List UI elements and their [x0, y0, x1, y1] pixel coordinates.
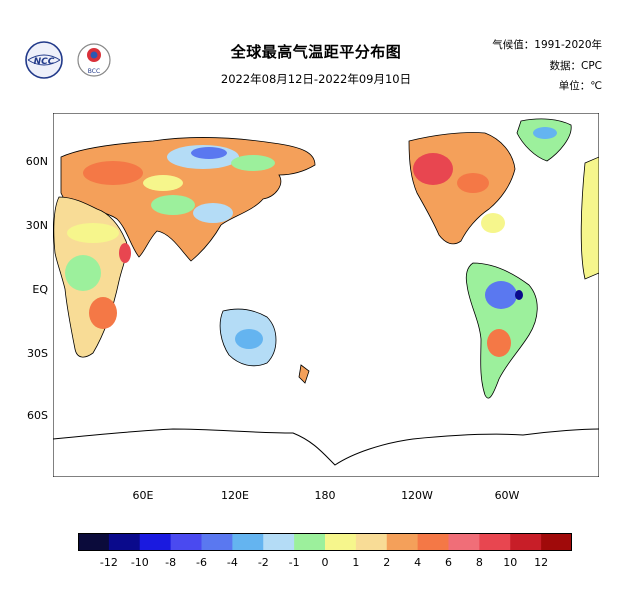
legend-tick-label: 2 [383, 556, 391, 569]
legend-tick-label: -8 [165, 556, 177, 569]
legend-tick-label: -1 [288, 556, 300, 569]
legend-swatch [541, 533, 572, 551]
lat-label-eq: EQ [32, 283, 48, 296]
ncc-logo-text: NCC [34, 57, 55, 67]
legend-colorbar [78, 533, 572, 551]
lon-label-60w: 60W [494, 489, 520, 502]
data-source: 数据：CPC [549, 60, 603, 72]
bcc-logo: BCC [77, 43, 111, 77]
legend-swatch [170, 533, 203, 551]
legend-frame [78, 533, 572, 551]
legend-swatch [510, 533, 542, 551]
legend-swatch [139, 533, 172, 551]
climate-period: 气候值：1991-2020年 [492, 39, 602, 51]
legend-tick-label: 6 [445, 556, 452, 569]
lon-label-60e: 60E [132, 489, 154, 502]
unit-label: 单位：℃ [558, 80, 602, 92]
eastern-hemisphere-anomalies [65, 145, 275, 349]
legend-swatch [294, 533, 326, 551]
legend-swatch [386, 533, 419, 551]
legend-tick-label: 4 [414, 556, 422, 569]
legend-tick-label: 12 [534, 556, 549, 569]
legend-tick-label: 8 [475, 556, 483, 569]
bcc-logo-text: BCC [88, 68, 100, 75]
map-title: 全球最高气温距平分布图 [230, 43, 402, 61]
legend-swatch [232, 533, 264, 551]
legend-tick-label: 10 [503, 556, 518, 569]
legend-swatch [78, 533, 110, 551]
map-date-range: 2022年08月12日-2022年09月10日 [220, 72, 412, 86]
lon-label-120w: 120W [401, 489, 433, 502]
legend-tick-label: -6 [196, 556, 207, 569]
legend-tick-label: -12 [99, 556, 118, 569]
legend-swatch [201, 533, 233, 551]
lon-label-180: 180 [314, 489, 336, 502]
legend-swatch [479, 533, 511, 551]
legend-tick-label: -2 [257, 556, 269, 569]
legend-swatch [417, 533, 450, 551]
legend-tick-label: 1 [352, 556, 360, 569]
lat-label-30n: 30N [25, 219, 48, 232]
legend-swatch [108, 533, 141, 551]
western-hemisphere-anomalies [413, 127, 557, 357]
lat-label-60s: 60S [27, 409, 48, 422]
legend-swatch [355, 533, 388, 551]
lat-label-30s: 30S [27, 347, 48, 360]
anomaly-map [53, 113, 599, 477]
legend-swatch [325, 533, 357, 551]
legend-tick-label: 0 [321, 556, 329, 569]
lon-label-120e: 120E [221, 489, 249, 502]
legend-swatch [263, 533, 295, 551]
legend-tick-label: -4 [226, 556, 238, 569]
legend-tick-label: -10 [130, 556, 149, 569]
ncc-logo: NCC [25, 41, 63, 79]
lat-label-60n: 60N [25, 155, 48, 168]
antarctica-outline [53, 428, 599, 466]
legend-swatch [448, 533, 480, 551]
